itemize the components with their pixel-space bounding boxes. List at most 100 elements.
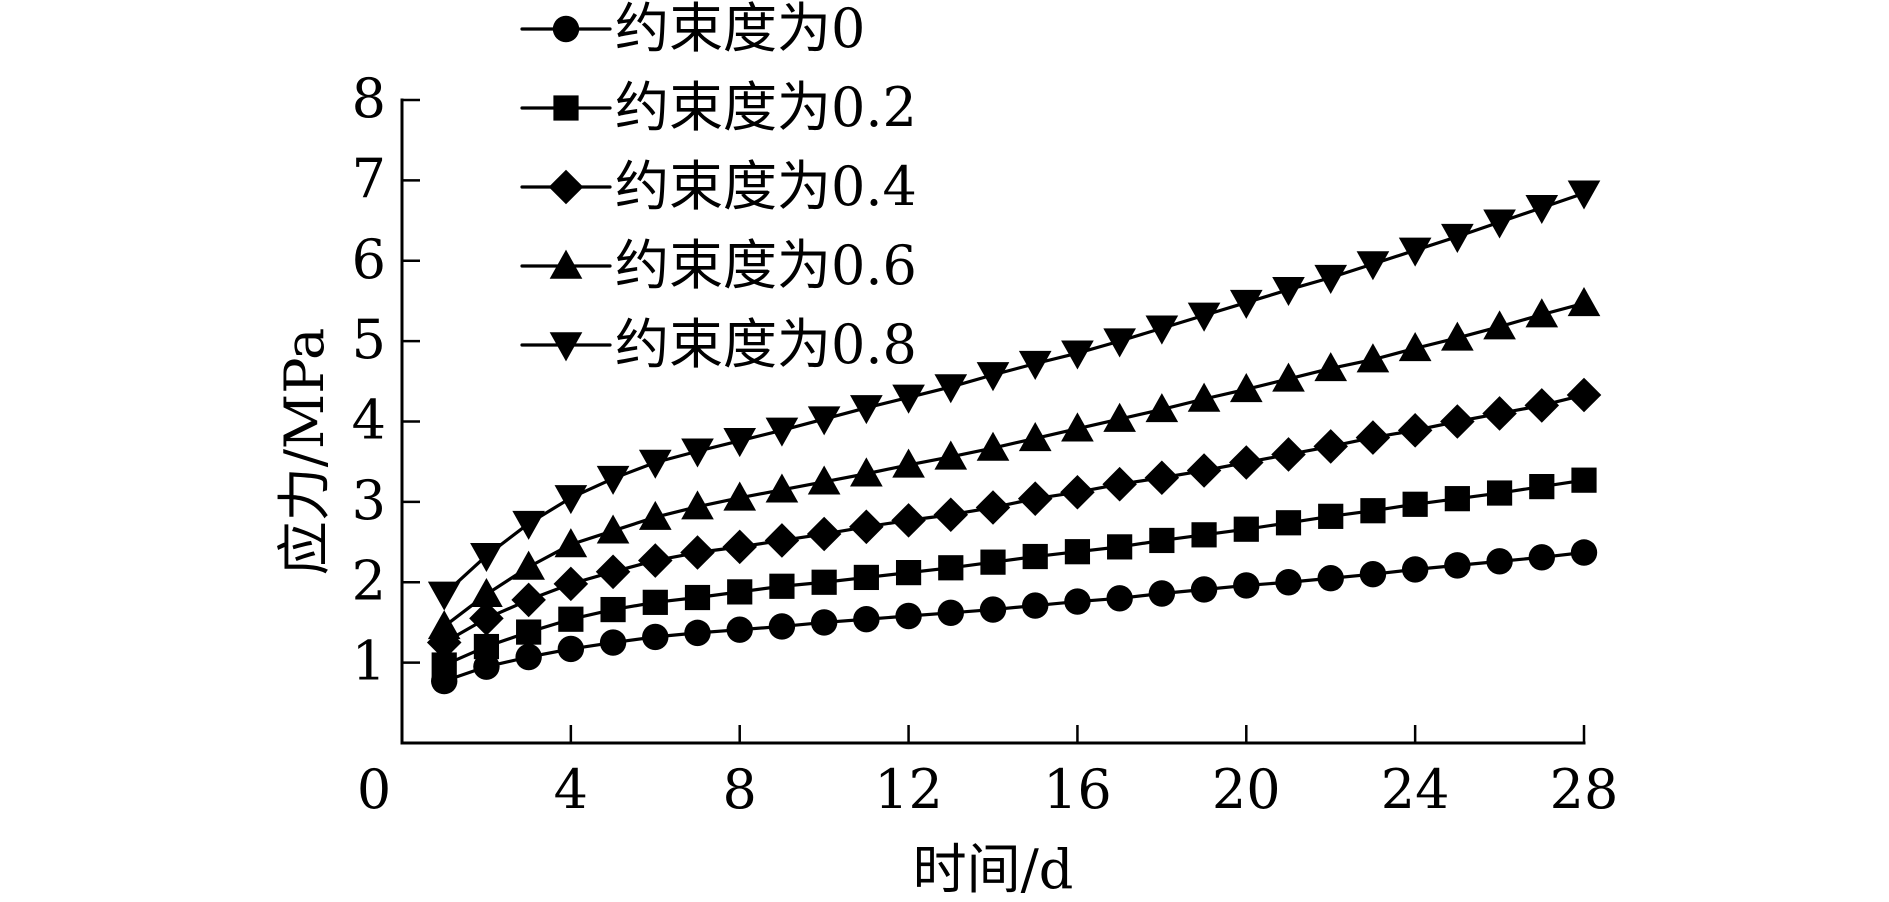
series-4-point-17 [1103,328,1136,358]
series-line-2 [442,393,1586,645]
series-0-point-20 [1233,572,1260,599]
legend-marker-3 [549,249,583,279]
series-2-point-17 [1102,466,1137,502]
series-4-point-27 [1525,194,1559,225]
series-1-point-28 [1571,467,1597,493]
series-2-point-26 [1482,396,1517,431]
legend-item-1: 约束度为0.2 [520,76,917,139]
series-1-point-20 [1233,516,1259,542]
series-0-point-14 [979,596,1007,623]
series-0-point-19 [1190,576,1218,603]
series-0-point-21 [1275,569,1302,596]
series-3-point-6 [638,500,672,530]
series-3-point-11 [850,457,883,487]
series-1-point-10 [811,569,837,595]
series-1-point-14 [980,549,1006,575]
series-3-point-24 [1398,332,1432,362]
series-2-point-27 [1524,388,1560,423]
series-4-point-26 [1483,209,1516,239]
series-3-point-14 [976,431,1010,461]
x-axis-label: 时间/d [913,838,1074,901]
series-1-point-21 [1275,510,1302,536]
series-0-point-16 [1064,588,1091,615]
series-1-point-5 [600,596,626,623]
series-2-point-28 [1566,377,1602,413]
series-2-point-6 [638,543,673,578]
series-3-point-4 [554,528,588,558]
series-2-point-18 [1144,460,1180,496]
series-1-point-25 [1444,486,1470,512]
series-1-point-27 [1529,474,1555,500]
legend-label-2: 约束度为0.4 [615,155,917,218]
series-4-point-14 [976,362,1010,392]
series-4-point-28 [1567,180,1601,210]
series-3-point-13 [934,440,968,470]
series-1-point-17 [1107,534,1133,560]
series-0-point-5 [599,629,627,656]
series-0-point-22 [1317,565,1344,592]
series-3-point-18 [1145,393,1179,423]
legend-layer: 约束度为0 约束度为0.2 约束度为0.4 约束度为0.6 约束度为0.8 [520,0,917,376]
x-tick-label: 24 [1381,758,1450,821]
series-2-point-23 [1355,420,1391,455]
series-2-point-22 [1313,429,1348,464]
series-4-point-22 [1314,264,1348,294]
legend-item-3: 约束度为0.6 [520,234,917,297]
series-2-point-10 [806,516,842,552]
series-0-point-6 [642,623,669,651]
series-4-point-25 [1441,223,1474,253]
series-2-point-8 [722,529,757,565]
series-2-point-24 [1397,413,1433,448]
series-line-4 [442,191,1586,596]
series-4-point-11 [850,395,883,425]
series-line-0 [442,550,1586,683]
series-1-point-4 [558,606,584,632]
series-2-point-12 [891,503,926,538]
series-0-point-18 [1148,580,1176,607]
series-2-point-9 [764,523,800,558]
series-4-point-12 [892,384,925,414]
series-1-point-2 [473,633,500,660]
series-2-point-5 [595,554,631,590]
y-tick-label: 8 [352,67,386,130]
series-2-point-1 [426,625,462,660]
series-3-point-5 [596,514,630,544]
series-1-point-7 [684,584,711,611]
series-2-point-11 [849,509,884,545]
series-0-point-9 [768,613,796,640]
series-4-point-23 [1356,251,1390,281]
series-0-point-11 [853,606,880,633]
series-4-point-1 [427,581,461,611]
series-3-point-27 [1525,298,1559,328]
x-tick-label: 0 [357,758,391,821]
series-1-point-16 [1064,539,1091,565]
x-tick-label: 20 [1212,758,1281,821]
series-2-point-25 [1440,404,1475,439]
series-3-point-25 [1441,321,1474,351]
series-1-point-15 [1022,543,1048,570]
x-tick-label: 12 [874,758,943,821]
legend-label-4: 约束度为0.8 [615,313,917,376]
series-0-point-27 [1528,544,1555,571]
x-tick-label: 4 [554,758,588,821]
series-4-point-8 [723,428,757,458]
series-4-point-24 [1398,237,1432,267]
series-4-point-2 [470,542,503,573]
series-0-point-23 [1359,561,1387,588]
series-3-point-23 [1356,343,1390,373]
series-0-point-15 [1022,592,1049,619]
y-tick-label: 5 [352,308,386,371]
series-4-point-13 [934,374,968,404]
y-tick-label: 1 [352,630,386,693]
y-tick-label: 3 [352,469,386,532]
series-2-point-14 [975,490,1011,525]
y-tick-label: 7 [352,147,386,210]
series-1-point-6 [642,589,668,615]
series-0-point-10 [810,609,838,636]
series-4-point-10 [807,406,841,436]
series-1-point-23 [1360,498,1386,524]
series-1-point-11 [853,564,879,591]
legend-marker-4 [549,332,583,362]
y-axis-label: 应力/MPa [273,328,336,576]
